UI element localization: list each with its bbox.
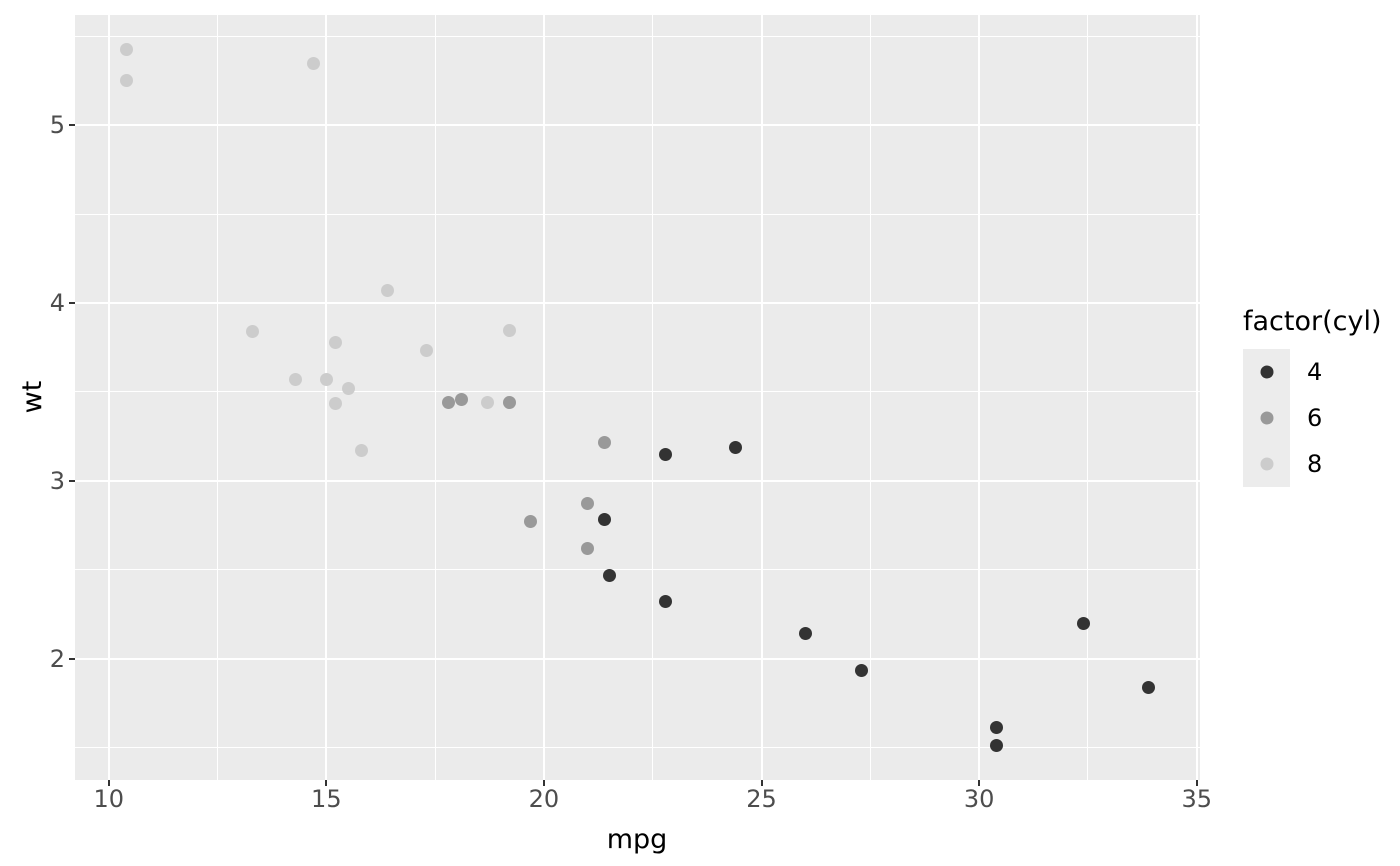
x-tick-mark [760,780,763,786]
data-point-cyl-4 [659,447,673,461]
x-major-gridline [760,15,763,780]
data-point-cyl-6 [580,541,594,555]
x-major-gridline [542,15,545,780]
legend-dot-cyl-6 [1260,411,1273,425]
data-point-cyl-8 [328,396,342,410]
data-point-cyl-8 [354,444,368,458]
y-tick-mark [69,301,75,304]
legend-key [1243,395,1290,441]
data-point-cyl-4 [990,738,1004,752]
x-tick-mark [1195,780,1198,786]
data-point-cyl-8 [328,335,342,349]
data-point-cyl-8 [419,344,433,358]
x-minor-gridline [217,15,219,780]
data-point-cyl-6 [502,396,516,410]
data-point-cyl-4 [598,513,612,527]
x-minor-gridline [434,15,436,780]
data-point-cyl-4 [602,569,616,583]
data-point-cyl-8 [319,372,333,386]
y-minor-gridline [75,391,1200,393]
y-minor-gridline [75,35,1200,37]
legend-key [1243,441,1290,487]
y-major-gridline [75,301,1200,304]
data-point-cyl-8 [341,381,355,395]
y-tick-label: 3 [49,466,65,495]
y-major-gridline [75,657,1200,660]
y-tick-label: 5 [49,111,65,140]
y-tick-mark [69,479,75,482]
y-tick-mark [69,124,75,127]
y-minor-gridline [75,213,1200,215]
x-tick-label: 25 [746,785,777,813]
legend-label: 4 [1307,358,1323,386]
legend-row-cyl-4: 4 [1243,349,1382,395]
y-major-gridline [75,479,1200,482]
legend-label: 8 [1307,450,1323,478]
data-point-cyl-6 [598,436,612,450]
x-tick-mark [978,780,981,786]
legend-dot-cyl-8 [1260,457,1273,471]
data-point-cyl-4 [659,595,673,609]
data-point-cyl-8 [245,324,259,338]
x-tick-label: 20 [528,785,560,813]
x-major-gridline [978,15,981,780]
x-major-gridline [1195,15,1198,780]
x-tick-label: 15 [311,785,342,813]
data-point-cyl-8 [289,372,303,386]
legend-label: 6 [1307,404,1323,432]
x-tick-mark [542,780,545,786]
data-point-cyl-6 [454,392,468,406]
x-tick-mark [107,780,110,786]
x-major-gridline [107,15,110,780]
data-point-cyl-8 [119,74,133,88]
x-tick-label: 35 [1181,785,1213,813]
data-point-cyl-4 [855,663,869,677]
x-minor-gridline [1087,15,1089,780]
y-major-gridline [75,124,1200,127]
plot-panel [75,15,1200,780]
data-point-cyl-8 [480,396,494,410]
data-point-cyl-4 [728,440,742,454]
x-tick-mark [325,780,328,786]
y-tick-mark [69,657,75,660]
legend-dot-cyl-4 [1260,365,1273,379]
legend: factor(cyl) 4 6 8 [1243,306,1382,487]
data-point-cyl-6 [580,496,594,510]
y-minor-gridline [75,569,1200,571]
data-point-cyl-4 [990,720,1004,734]
data-point-cyl-4 [798,627,812,641]
data-point-cyl-6 [524,515,538,529]
legend-row-cyl-6: 6 [1243,395,1382,441]
x-tick-label: 10 [93,785,124,813]
legend-row-cyl-8: 8 [1243,441,1382,487]
y-minor-gridline [75,747,1200,749]
x-minor-gridline [869,15,871,780]
legend-items: 4 6 8 [1243,349,1382,487]
x-minor-gridline [652,15,654,780]
legend-key [1243,349,1290,395]
y-tick-label: 4 [49,288,65,317]
data-point-cyl-8 [502,324,516,338]
data-point-cyl-4 [1077,616,1091,630]
x-tick-label: 30 [963,785,995,813]
data-point-cyl-4 [1142,681,1156,695]
legend-title: factor(cyl) [1243,306,1382,337]
y-axis-title: wt [17,380,48,414]
x-major-gridline [325,15,328,780]
data-point-cyl-8 [306,57,320,71]
x-axis-title: mpg [606,824,668,855]
data-point-cyl-6 [441,396,455,410]
data-point-cyl-8 [380,284,394,298]
y-tick-label: 2 [49,644,65,673]
data-point-cyl-8 [119,43,133,57]
